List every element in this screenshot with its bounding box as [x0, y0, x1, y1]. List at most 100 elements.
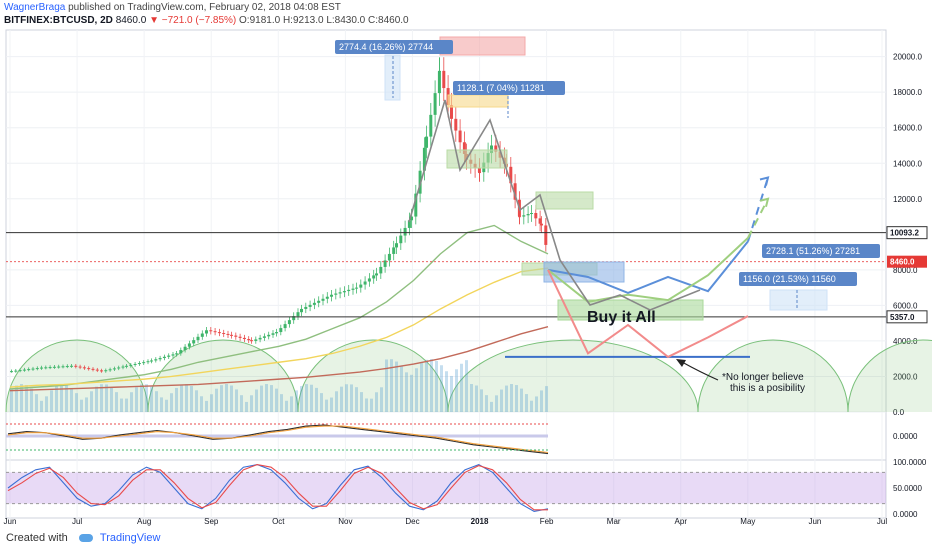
volume-bar: [115, 392, 118, 412]
candle-body: [52, 366, 56, 368]
volume-bar: [20, 384, 23, 412]
time-tick-label: 2018: [471, 517, 489, 526]
volume-bar: [65, 384, 68, 412]
candle-body: [438, 70, 441, 72]
price-tick-label: 18000.0: [893, 88, 922, 97]
candle-body: [242, 337, 246, 340]
published-text: published on TradingView.com, February 0…: [68, 2, 341, 13]
author-link[interactable]: WagnerBraga: [4, 2, 66, 13]
candle-body: [312, 302, 316, 305]
price-label-text: 5357.0: [890, 313, 915, 322]
candle-body: [14, 370, 18, 372]
candle-body: [137, 363, 141, 365]
volume-bar: [545, 386, 548, 412]
candle-body: [226, 333, 230, 335]
measure-label-text: 1156.0 (21.53%) 11560: [743, 274, 836, 284]
candle-body: [347, 289, 351, 292]
moving-average-line: [9, 326, 549, 392]
candle-body: [112, 368, 116, 370]
volume-bar: [540, 390, 543, 412]
candle-body: [171, 354, 175, 356]
volume-bar: [85, 397, 88, 412]
volume-bar: [150, 386, 153, 412]
volume-bar: [260, 385, 263, 412]
volume-bar: [45, 396, 48, 412]
volume-bar: [105, 384, 108, 412]
volume-bar: [425, 359, 428, 412]
volume-bar: [345, 384, 348, 412]
candle-body: [267, 334, 271, 337]
projection-arrowhead: [759, 197, 770, 208]
candle-body: [509, 166, 513, 184]
candle-body: [18, 370, 22, 372]
measure-label-box: [453, 81, 565, 95]
zone-box: [769, 289, 828, 311]
volume-bar: [140, 384, 143, 412]
candle-body: [162, 356, 166, 359]
cycle-arc: [147, 339, 299, 413]
price-label-box: [887, 255, 927, 268]
price-label-box: [886, 226, 928, 240]
price-change: −721.0 (−7.85%): [161, 15, 237, 26]
volume-bar: [410, 374, 413, 412]
candle-body: [121, 366, 125, 368]
tradingview-logo-icon: [78, 534, 93, 543]
stochastic-line: [7, 463, 549, 512]
volume-bar: [325, 399, 328, 412]
candle-body: [158, 358, 162, 360]
candle-body: [150, 360, 153, 362]
candle-body: [325, 296, 329, 299]
volume-bar: [110, 387, 113, 412]
candle-body: [262, 336, 266, 338]
candle-body: [275, 332, 278, 334]
cycle-arc: [297, 339, 449, 413]
volume-bar: [390, 359, 393, 412]
time-tick-label: Aug: [137, 517, 151, 526]
publish-info: WagnerBraga published on TradingView.com…: [4, 2, 341, 13]
price-tick-label: 20000.0: [893, 53, 922, 62]
volume-bar: [55, 386, 58, 412]
volume-bar: [130, 392, 133, 412]
candle-body: [399, 235, 403, 244]
candle-body: [367, 278, 371, 282]
volume-bar: [240, 395, 243, 412]
volume-bar: [75, 393, 78, 412]
zone-box: [535, 191, 594, 210]
measure-label-text: 1128.1 (7.04%) 11281: [457, 83, 545, 93]
stoch-tick-label: 50.0000: [893, 484, 922, 493]
price-tick-label: 0.0: [893, 408, 905, 417]
candle-body: [478, 172, 481, 174]
volume-bar: [125, 398, 128, 412]
volume-bar: [525, 394, 528, 412]
zone-box: [446, 149, 508, 169]
projection-arrowhead: [759, 176, 770, 186]
volume-bar: [310, 384, 313, 412]
tradingview-link[interactable]: TradingView: [99, 532, 161, 544]
candle-body: [175, 353, 178, 355]
projection-path: [547, 269, 749, 359]
volume-bar: [80, 399, 83, 412]
candle-body: [317, 300, 321, 303]
cycle-arc: [5, 339, 149, 413]
candle-body: [95, 369, 99, 371]
symbol-info: BITFINEX:BTCUSD, 2D 8460.0 ▼ −721.0 (−7.…: [4, 15, 409, 26]
candle-body: [287, 320, 291, 325]
stoch-tick-label: 100.0000: [893, 458, 927, 467]
candle-body: [22, 369, 26, 371]
candle-body: [283, 324, 287, 329]
chart-frame: [5, 29, 887, 519]
volume-bar: [495, 395, 498, 412]
volume-bar: [50, 390, 53, 412]
volume-bar: [275, 388, 278, 412]
candle-body: [74, 365, 78, 367]
candle-body: [44, 367, 48, 369]
projection-path: [547, 240, 749, 295]
osc-tick-label: 0.0000: [893, 432, 918, 441]
candle-body: [279, 328, 283, 333]
volume-bar: [215, 388, 218, 412]
footer: Created with TradingView: [6, 532, 160, 544]
volume-bar: [470, 384, 473, 412]
zone-box: [447, 94, 509, 108]
volume-bar: [355, 387, 358, 412]
